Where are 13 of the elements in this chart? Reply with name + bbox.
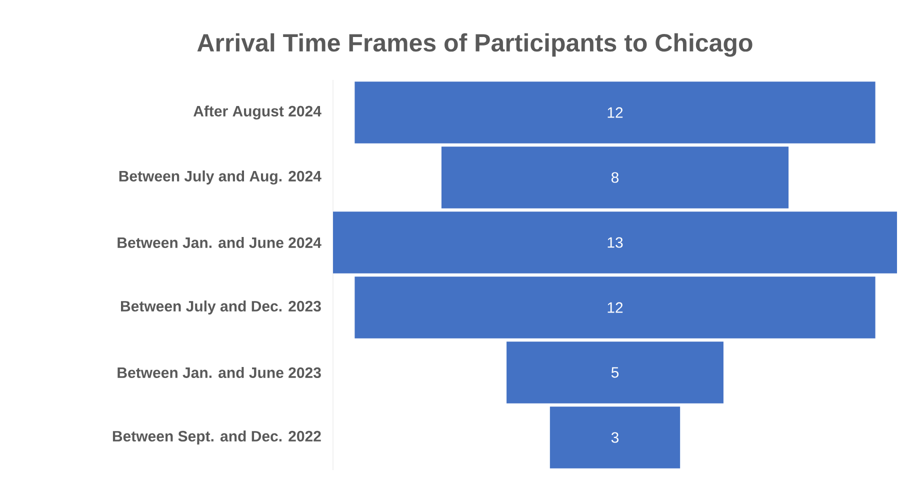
data-label: 12 — [608, 302, 623, 313]
data-label: 5 — [611, 367, 619, 378]
category-label: Between July and Dec. 2023 — [121, 300, 321, 314]
category-label: Between Jan. and June 2023 — [118, 366, 321, 378]
data-label: 12 — [608, 107, 623, 118]
text: Arrival Time Frames of Participants to Chicago — [197, 33, 752, 57]
data-label: 13 — [608, 237, 623, 248]
category-label: Between July and Aug. 2024 — [119, 170, 322, 185]
category-label: Between Jan. and June 2024 — [118, 236, 322, 248]
category-label: Between Sept. and Dec. 2022 — [112, 430, 321, 444]
data-label: 8 — [611, 172, 619, 183]
category-label: After August 2024 — [193, 105, 322, 120]
data-label: 3 — [611, 432, 619, 443]
